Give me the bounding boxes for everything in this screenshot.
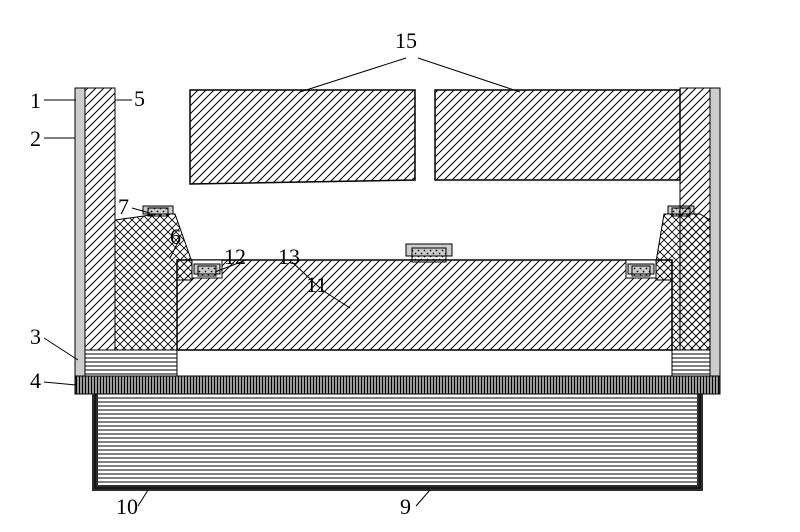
- label-4: 4: [30, 368, 41, 394]
- label-7: 7: [118, 194, 129, 220]
- block-15-left: [190, 90, 415, 184]
- label-9: 9: [400, 494, 411, 520]
- wall-thin-right: [710, 88, 720, 376]
- diagram-container: { "canvas": { "w": 800, "h": 532 }, "col…: [0, 0, 800, 532]
- label-10: 10: [116, 494, 138, 520]
- layer-3-right: [672, 350, 710, 376]
- layer-3-left: [85, 350, 177, 376]
- block-15-right: [435, 90, 680, 180]
- wall-thin-left: [75, 88, 85, 376]
- label-2: 2: [30, 126, 41, 152]
- label-5: 5: [134, 86, 145, 112]
- layer-4: [75, 376, 720, 394]
- label-13: 13: [278, 244, 300, 270]
- tub: [95, 394, 700, 488]
- center-pad: [406, 244, 452, 262]
- label-11: 11: [306, 272, 327, 298]
- label-6: 6: [170, 224, 181, 250]
- label-12: 12: [224, 244, 246, 270]
- wall-hatch-right: [680, 88, 710, 350]
- pad-left: [194, 264, 220, 276]
- label-3: 3: [30, 324, 41, 350]
- pad-right: [628, 264, 654, 276]
- label-15: 15: [395, 28, 417, 54]
- pad7-left: [143, 206, 173, 216]
- wall-hatch-left: [85, 88, 115, 350]
- label-1: 1: [30, 88, 41, 114]
- diagram-svg: [0, 0, 800, 532]
- slab-11: [177, 260, 672, 350]
